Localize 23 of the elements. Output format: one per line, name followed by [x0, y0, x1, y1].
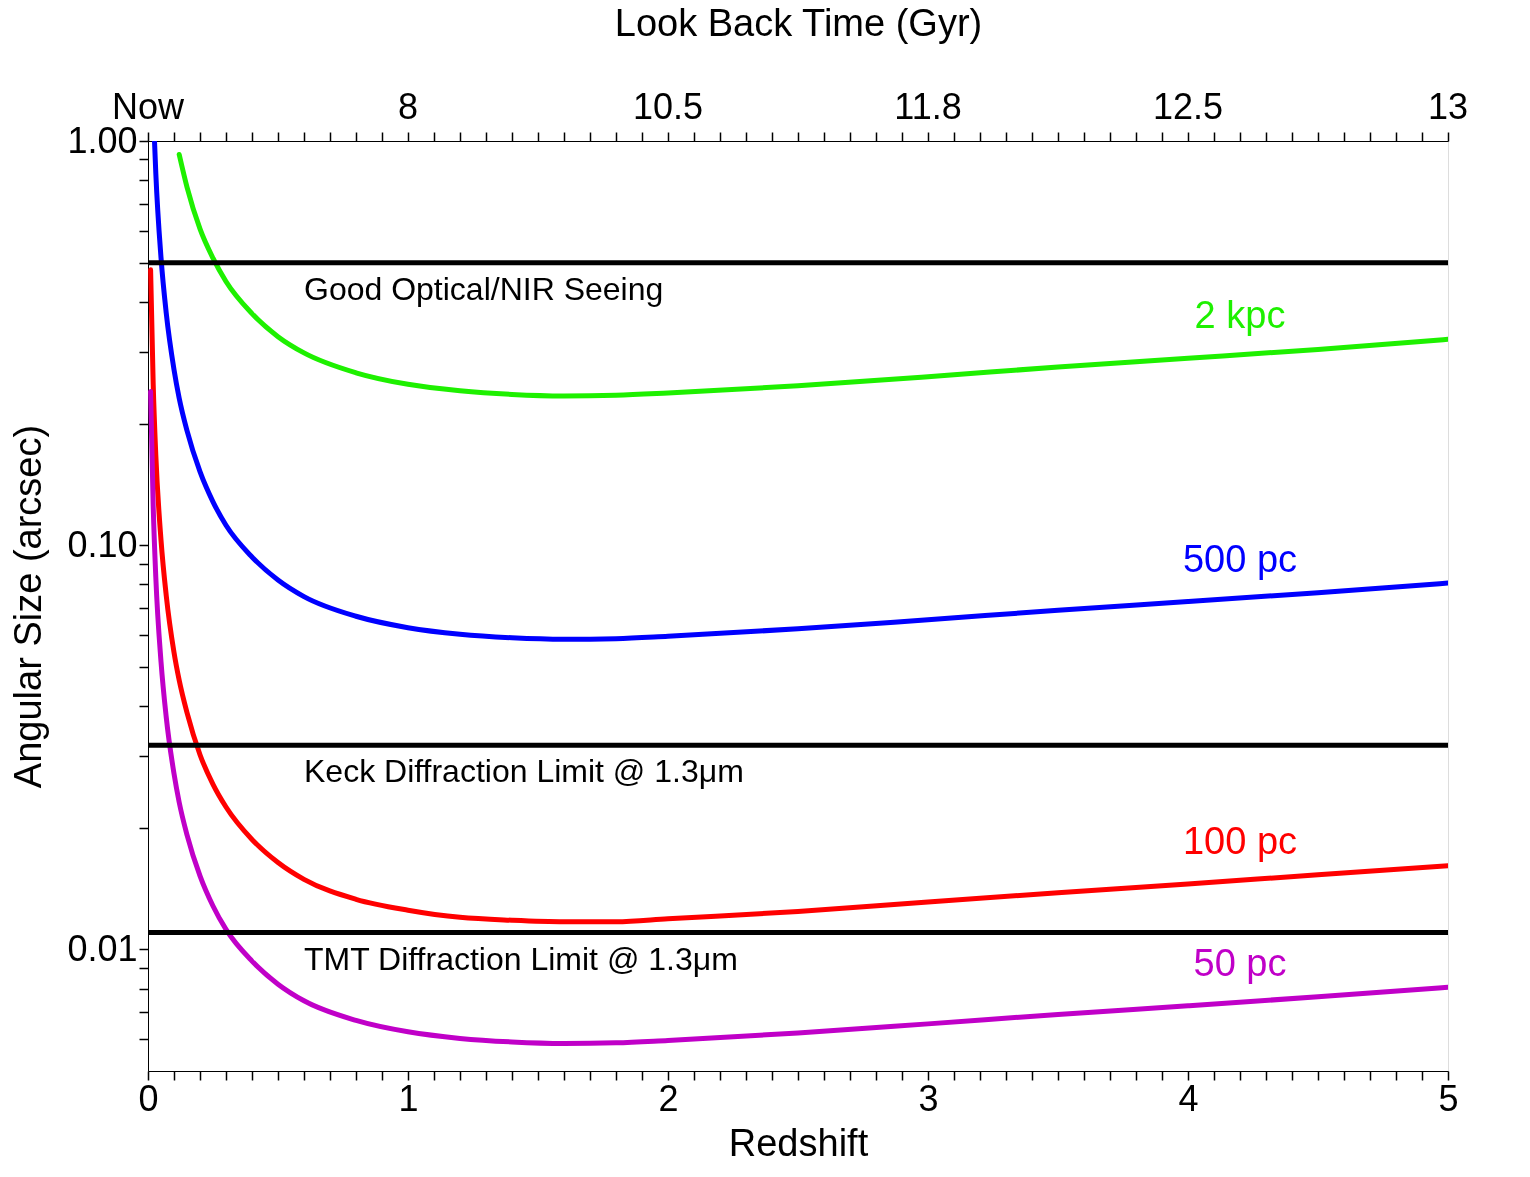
- x-tick-label: 3: [918, 1077, 939, 1119]
- y-axis-title: Angular Size (arcsec): [7, 424, 50, 789]
- x-tick-label: 2: [658, 1077, 679, 1119]
- series-label: 100 pc: [1182, 820, 1298, 863]
- text: 10.5: [632, 86, 704, 127]
- y-tick-label: 0.10: [67, 523, 138, 565]
- x-tick-label: 1: [398, 1077, 419, 1119]
- x2-axis-title: Look Back Time (Gyr): [614, 1, 983, 44]
- series-label: 50 pc: [1193, 941, 1287, 984]
- y-tick-label: 0.01: [67, 927, 138, 969]
- text: 8: [397, 86, 419, 127]
- x-axis-title: Redshift: [728, 1121, 869, 1164]
- text: 13: [1427, 86, 1469, 127]
- ref-line-label: TMT Diffraction Limit @ 1.3μm: [304, 940, 738, 977]
- ref-line-label: Good Optical/NIR Seeing: [304, 270, 664, 307]
- series-label: 500 pc: [1182, 537, 1298, 580]
- x-tick-label: 5: [1438, 1077, 1459, 1119]
- ref-line-label: Keck Diffraction Limit @ 1.3μm: [304, 753, 744, 790]
- text: 11.8: [894, 86, 962, 127]
- series-label: 2 kpc: [1194, 294, 1286, 337]
- text: 12.5: [1152, 86, 1224, 127]
- x-tick-label: 4: [1178, 1077, 1199, 1119]
- x-tick-label: 0: [138, 1077, 159, 1119]
